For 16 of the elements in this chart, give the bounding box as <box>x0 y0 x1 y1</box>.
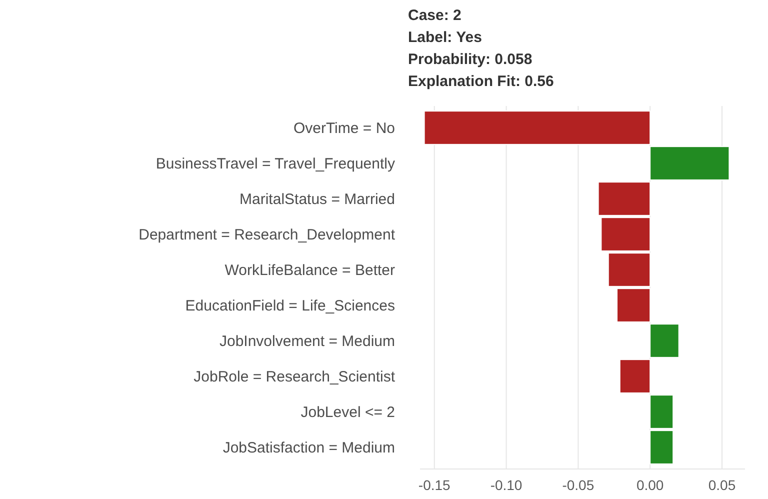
y-tick-label: JobInvolvement = Medium <box>219 333 395 350</box>
x-tick-label: -0.10 <box>490 477 522 493</box>
chart-title: Case: 2 Label: Yes Probability: 0.058 Explanation Fit: 0.56 <box>408 7 554 90</box>
y-tick-label: OverTime = No <box>293 120 395 137</box>
y-tick-label: MaritalStatus = Married <box>240 191 395 208</box>
y-tick-label: BusinessTravel = Travel_Frequently <box>156 156 396 172</box>
x-tick-label: -0.05 <box>562 477 594 493</box>
x-tick-label: -0.15 <box>418 477 451 493</box>
y-tick-label: EducationField = Life_Sciences <box>185 298 395 314</box>
y-tick-label: JobSatisfaction = Medium <box>222 440 395 456</box>
y-tick-label: WorkLifeBalance = Better <box>224 262 395 279</box>
y-tick-label: JobRole = Research_Scientist <box>194 368 396 386</box>
x-tick-label: 0.05 <box>708 477 736 493</box>
y-tick-label: JobLevel <= 2 <box>300 404 395 421</box>
x-tick-label: 0.00 <box>636 477 664 493</box>
y-tick-label: Department = Research_Development <box>138 226 396 244</box>
